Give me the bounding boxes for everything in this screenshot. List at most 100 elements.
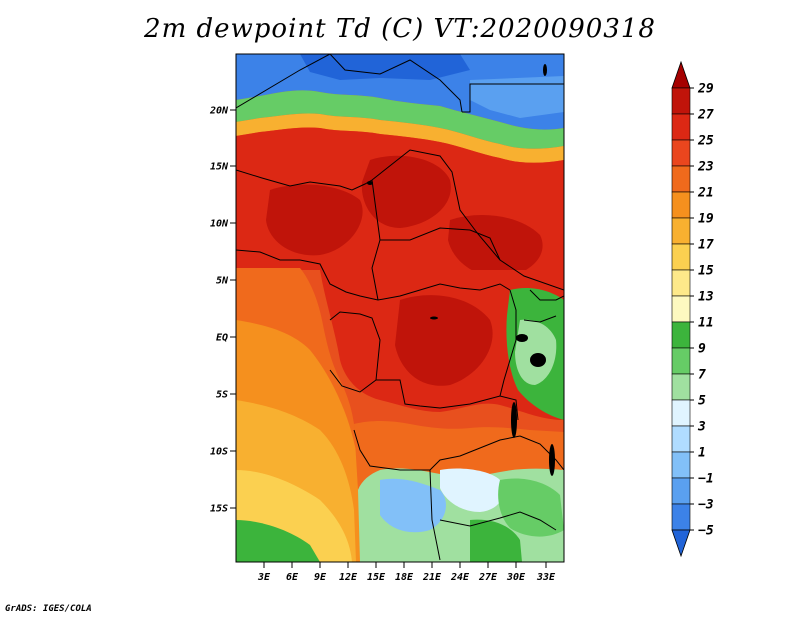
colorbar-segment — [671, 503, 691, 531]
border-chad-sudan — [371, 149, 564, 291]
colorbar-label: 9 — [698, 342, 706, 357]
transition-north-green — [236, 90, 564, 149]
colorbar-label: 19 — [698, 212, 714, 227]
colorbar-segment — [671, 113, 691, 141]
colorbar-segment — [671, 295, 691, 323]
transition-north-yellow — [236, 113, 564, 163]
lon-label: 12E — [339, 572, 358, 583]
colorbar-label: 21 — [697, 186, 714, 201]
colorbar-label: 3 — [697, 420, 706, 435]
lake-interior — [430, 316, 438, 320]
colorbar-segment — [671, 321, 691, 349]
south-east-green — [498, 478, 564, 537]
south-central-green — [470, 519, 522, 562]
border-coast-west — [236, 249, 300, 261]
map-title: 2m dewpoint Td (C) VT:2020090318 — [144, 14, 656, 44]
border-namibia — [429, 469, 441, 561]
colorbar-segment — [671, 243, 691, 271]
credit-text: GrADS: IGES/COLA — [5, 604, 92, 614]
dry-north-east — [470, 76, 564, 118]
colorbar-segment — [671, 477, 691, 505]
border-zambia-zimbabwe — [439, 511, 557, 531]
lakes — [367, 64, 555, 476]
colorbar-segment — [671, 165, 691, 193]
longitude-axis: 3E 6E 9E 12E 15E 18E 21E 24E 27E 30E 33E — [257, 562, 556, 583]
border-algeria-mali — [236, 54, 331, 109]
colorbar-label: 7 — [698, 368, 706, 383]
border-drc-east — [499, 289, 517, 397]
colorbar-segment — [671, 373, 691, 401]
map-frame — [235, 53, 565, 563]
lon-label: 6E — [286, 572, 299, 583]
red-sea-fragment — [543, 64, 547, 76]
colorbar-label: 5 — [698, 394, 706, 409]
border-libya-niger — [329, 54, 463, 113]
south-dry-lightblue — [440, 468, 504, 512]
congo-core — [395, 295, 493, 386]
colorbar-segment — [671, 347, 691, 375]
border-car-north — [380, 227, 501, 261]
colorbar-segment — [671, 399, 691, 427]
lake-albert — [516, 334, 528, 342]
lon-label: 27E — [478, 572, 498, 583]
lat-label: 10N — [210, 219, 229, 230]
colorbar-label: 15 — [698, 264, 714, 279]
colorbar-label: 17 — [698, 238, 714, 253]
ocean-southwest-green — [236, 520, 320, 562]
hot-core-chad — [361, 155, 451, 228]
border-ethiopia — [529, 289, 564, 301]
country-borders — [236, 54, 564, 561]
colorbar-segment — [671, 191, 691, 219]
lake-malawi — [549, 444, 555, 476]
lon-label: 30E — [506, 572, 526, 583]
border-sahel-1 — [236, 169, 373, 191]
border-uganda-kenya — [523, 315, 557, 323]
colorbar-segment — [671, 87, 691, 115]
lon-label: 9E — [314, 572, 327, 583]
latitude-axis: 20N 15N 10N 5N EQ 5S 10S 15S — [209, 106, 236, 515]
colorbar-segment — [671, 217, 691, 245]
lat-label: 5N — [216, 276, 229, 287]
lake-victoria — [530, 353, 546, 367]
border-tanzania — [519, 435, 564, 471]
colorbar-label: −1 — [698, 472, 714, 487]
border-chad-cameroon — [371, 179, 381, 301]
lat-label: 20N — [209, 106, 229, 117]
colorbar-segment — [671, 139, 691, 167]
colorbar-label: 13 — [698, 290, 714, 305]
lat-label: 5S — [216, 390, 228, 401]
colorbar-label: 27 — [697, 108, 714, 123]
lon-label: 24E — [450, 572, 470, 583]
border-egypt-sudan — [462, 83, 564, 113]
dry-north-core — [300, 54, 470, 80]
lon-label: 15E — [367, 572, 386, 583]
border-gabon-congo — [329, 311, 381, 393]
lon-label: 33E — [536, 572, 556, 583]
lat-label: EQ — [216, 333, 228, 344]
border-angola — [353, 429, 521, 471]
lat-label: 15N — [210, 162, 229, 173]
colorbar-label: −5 — [698, 524, 714, 539]
border-drc-south — [376, 379, 519, 421]
lake-tanganyika — [511, 402, 517, 438]
colorbar-segment — [671, 425, 691, 453]
colorbar-bottom-triangle — [671, 529, 691, 558]
colorbar-label: 23 — [697, 160, 714, 175]
south-transition-orange — [354, 421, 564, 490]
colorbar-label: 29 — [697, 82, 714, 97]
colorbar-label: 1 — [698, 446, 706, 461]
colorbar-label: 25 — [697, 134, 714, 149]
colorbar-segment — [671, 451, 691, 479]
lat-label: 15S — [210, 504, 228, 515]
map-field — [236, 54, 564, 562]
lon-label: 3E — [257, 572, 271, 583]
hot-core-west — [266, 184, 363, 256]
colorbar-label: 11 — [698, 316, 714, 331]
colorbar-segment — [671, 269, 691, 297]
lon-label: 21E — [422, 572, 442, 583]
border-car-south — [299, 259, 511, 301]
lon-label: 18E — [395, 572, 414, 583]
south-dry-blue-west — [380, 478, 446, 533]
colorbar-top-triangle — [671, 60, 691, 89]
